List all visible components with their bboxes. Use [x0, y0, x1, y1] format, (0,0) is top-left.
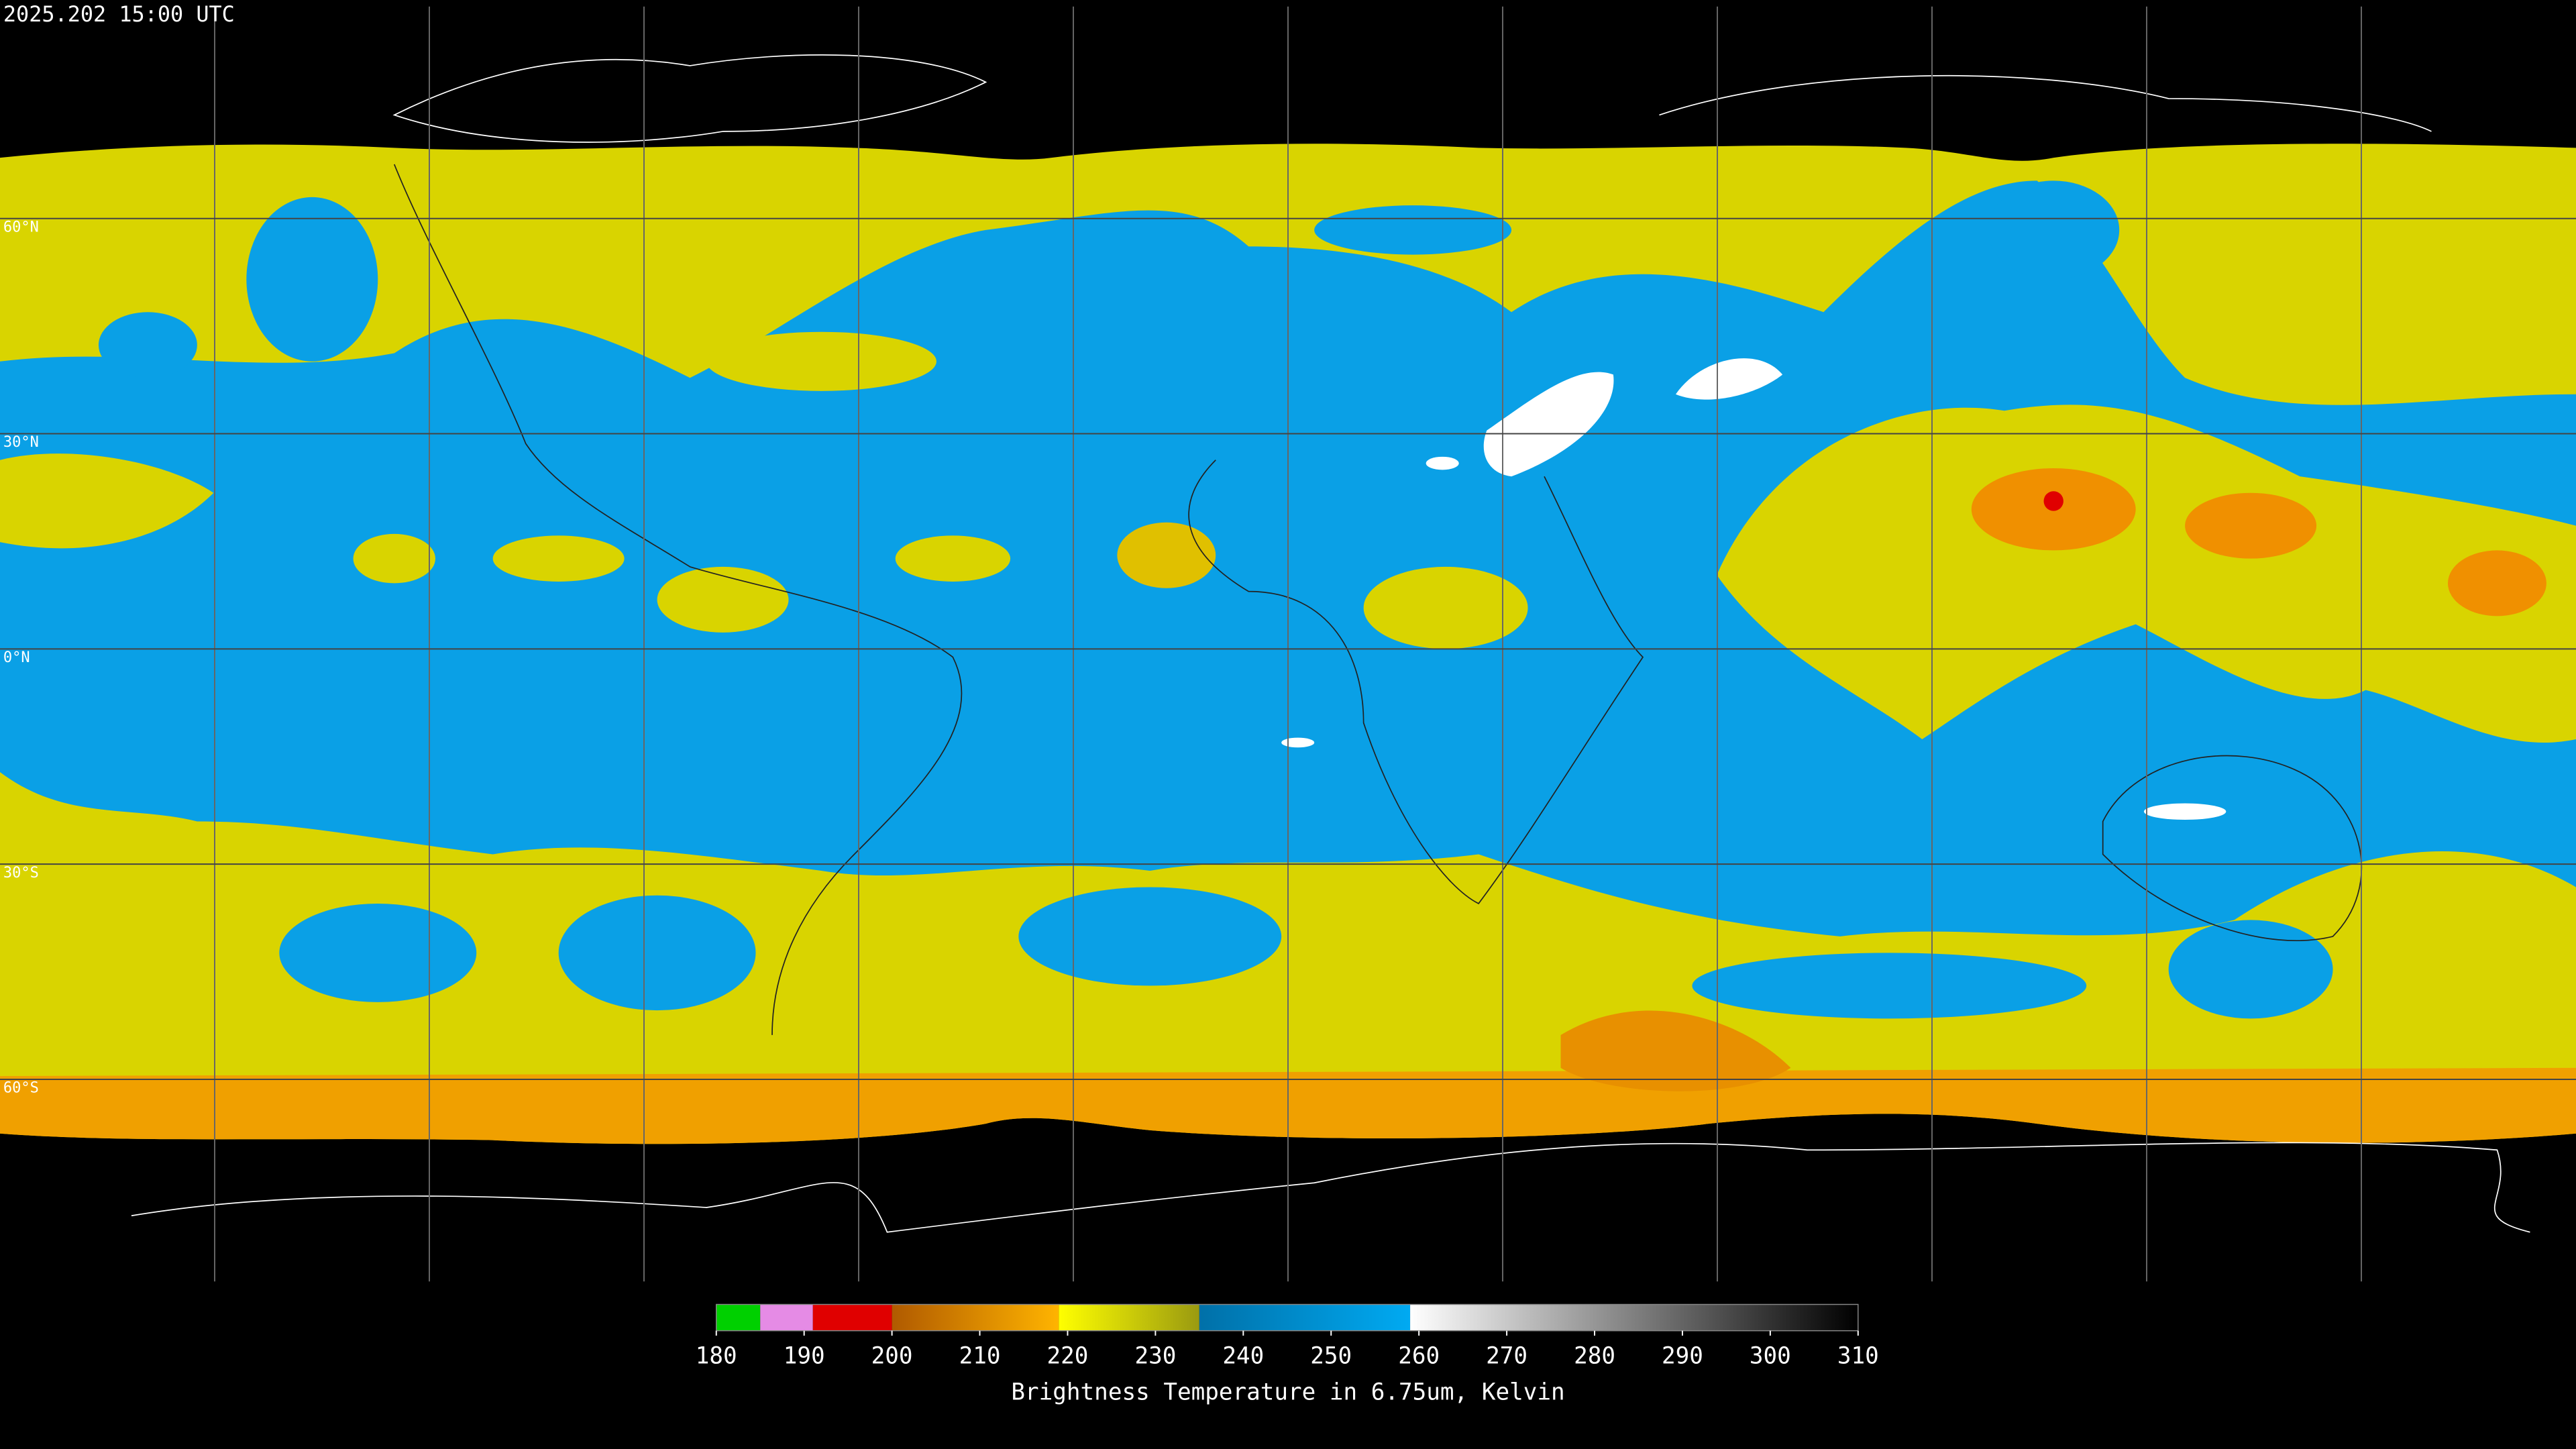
lat-label: 60°N: [3, 219, 39, 235]
convection: [0, 453, 214, 549]
coastline: [393, 164, 963, 1035]
colorbar: 180 190 200 210 220 230 240 250 260 270 280 290 300 3…: [696, 1303, 1879, 1370]
convection: [895, 535, 1011, 582]
lat-label: 30°S: [3, 865, 39, 881]
colorbar-segment: [716, 1304, 761, 1331]
colorbar-tick-label: 290: [1662, 1343, 1703, 1370]
coastline: [1659, 74, 2432, 132]
colorbar-tick-label: 220: [1047, 1343, 1089, 1370]
colorbar-tick-label: 200: [871, 1343, 913, 1370]
dry-patch: [2168, 920, 2333, 1019]
coastlines: [131, 54, 2530, 1233]
colorbar-tick-label: 180: [696, 1343, 737, 1370]
lat-label: 60°S: [3, 1080, 39, 1097]
convection: [1363, 566, 1528, 649]
colorbar-tick-label: 190: [784, 1343, 825, 1370]
lat-label: 0°N: [3, 649, 30, 666]
colorbar-frame: [716, 1303, 1859, 1332]
colorbar-segment: [892, 1304, 1059, 1331]
colorbar-segment: [1199, 1304, 1411, 1331]
convection: [1117, 522, 1216, 588]
dry-patch: [98, 312, 197, 378]
coastline: [2102, 755, 2362, 941]
dry-patch: [1018, 887, 1282, 986]
colorbar-tick-label: 250: [1310, 1343, 1352, 1370]
colorbar-label: Brightness Temperature in 6.75um, Kelvin: [1011, 1379, 1564, 1406]
timestamp: 2025.202 15:00 UTC: [3, 1, 235, 27]
colorbar-tick-label: 310: [1837, 1343, 1879, 1370]
dry-patch: [246, 197, 378, 362]
colorbar-segment: [760, 1304, 813, 1331]
colorbar-segment: [1410, 1304, 1858, 1331]
convection: [492, 535, 625, 582]
colorbar-tick-label: 270: [1486, 1343, 1527, 1370]
lat-labels: 60°N 30°N 0°N 30°S 60°S: [3, 219, 39, 1096]
deep-convection: [2043, 491, 2063, 511]
coastline: [392, 54, 987, 143]
dry-patch: [1988, 180, 2120, 280]
convection: [706, 331, 936, 391]
coastline: [131, 1142, 2530, 1233]
dry-patch: [279, 903, 477, 1002]
deep-convection: [2447, 550, 2546, 616]
colorbar-tick-label: 260: [1398, 1343, 1440, 1370]
warm-patch: [2143, 803, 2226, 820]
deep-convection: [2185, 492, 2317, 559]
colorbar-tick-label: 280: [1574, 1343, 1615, 1370]
colorbar-tick-label: 300: [1750, 1343, 1791, 1370]
dry-patch: [558, 895, 756, 1011]
colorbar-tick-label: 230: [1134, 1343, 1176, 1370]
dry-patch: [1692, 953, 2087, 1019]
warm-patch: [1281, 737, 1315, 748]
colorbar-tick-label: 210: [959, 1343, 1001, 1370]
colorbar-segment: [1059, 1304, 1199, 1331]
convection: [657, 566, 789, 633]
graticule: [0, 6, 2576, 1282]
dry-patch: [1314, 205, 1512, 255]
convection: [353, 533, 435, 584]
colorbar-tick-label: 240: [1222, 1343, 1264, 1370]
warm-patch: [1675, 358, 1783, 400]
lat-label: 30°N: [3, 434, 39, 451]
warm-patch: [1426, 456, 1459, 470]
warm-patch: [1483, 372, 1614, 477]
cold-patch: [1560, 1010, 1791, 1091]
colorbar-segment: [812, 1304, 892, 1331]
